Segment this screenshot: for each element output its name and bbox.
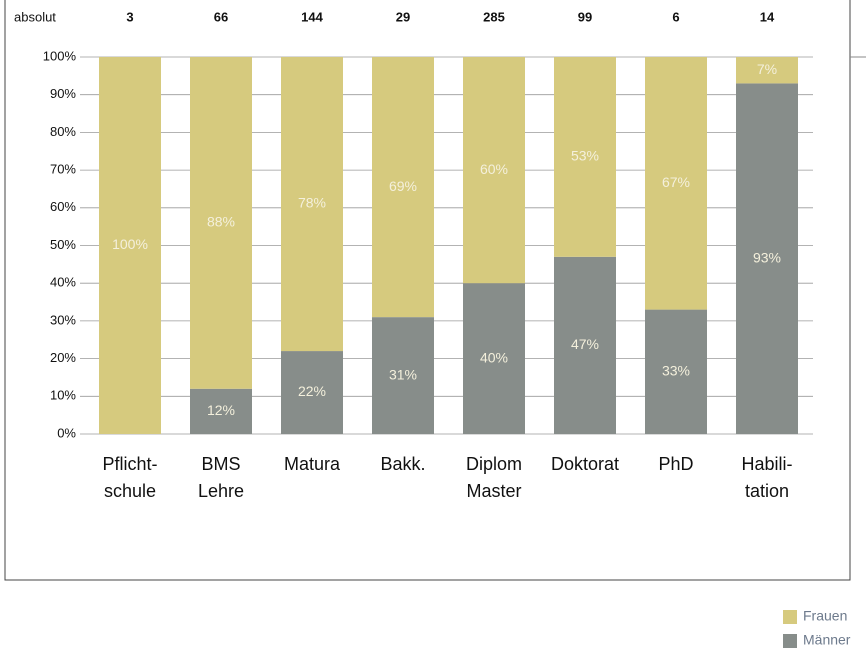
- bar-segment: [463, 283, 525, 434]
- value-label: 40%: [480, 349, 508, 365]
- bar-segment: [463, 57, 525, 284]
- x-tick-label: PhD: [658, 454, 693, 474]
- bar-segment: [736, 83, 798, 434]
- bar-segment: [554, 256, 616, 434]
- value-label: 22%: [298, 383, 326, 399]
- y-tick-label: 0%: [57, 425, 76, 440]
- bar-segment: [281, 351, 343, 434]
- x-tick-label: Habili-: [741, 454, 792, 474]
- bar-segment: [281, 57, 343, 352]
- x-tick-label: Bakk.: [380, 454, 425, 474]
- value-label: 88%: [207, 214, 235, 230]
- value-label: 47%: [571, 336, 599, 352]
- absolut-value: 285: [483, 9, 505, 24]
- absolut-value: 29: [396, 9, 410, 24]
- bar-segment: [554, 57, 616, 257]
- bar-segment: [372, 57, 434, 318]
- absolut-value: 99: [578, 9, 592, 24]
- legend-swatch: [783, 634, 797, 648]
- bar-segment: [645, 309, 707, 434]
- bar-segment: [736, 57, 798, 84]
- absolut-value: 14: [760, 9, 775, 24]
- bar-segment: [190, 388, 252, 434]
- y-tick-label: 40%: [50, 275, 76, 290]
- y-tick-label: 20%: [50, 350, 76, 365]
- absolut-value: 3: [126, 9, 133, 24]
- absolut-value: 144: [301, 9, 323, 24]
- legend-label: Frauen: [803, 608, 847, 624]
- value-label: 67%: [662, 174, 690, 190]
- absolut-label: absolut: [14, 9, 56, 24]
- absolut-value: 6: [672, 9, 679, 24]
- value-label: 31%: [389, 366, 417, 382]
- y-tick-label: 70%: [50, 162, 76, 177]
- value-label: 78%: [298, 195, 326, 211]
- y-tick-label: 60%: [50, 199, 76, 214]
- absolut-value: 66: [214, 9, 228, 24]
- value-label: 69%: [389, 178, 417, 194]
- bar-segment: [372, 317, 434, 434]
- x-tick-label: Master: [466, 481, 521, 501]
- value-label: 12%: [207, 402, 235, 418]
- bar-segment: [645, 57, 707, 310]
- y-tick-label: 80%: [50, 124, 76, 139]
- y-tick-label: 50%: [50, 237, 76, 252]
- y-tick-label: 100%: [43, 48, 77, 63]
- x-tick-label: Diplom: [466, 454, 522, 474]
- value-label: 60%: [480, 161, 508, 177]
- legend-swatch: [783, 610, 797, 624]
- value-label: 53%: [571, 148, 599, 164]
- value-label: 7%: [757, 61, 777, 77]
- value-label: 100%: [112, 236, 148, 252]
- y-tick-label: 90%: [50, 86, 76, 101]
- bar-segment: [190, 57, 252, 389]
- y-tick-label: 10%: [50, 388, 76, 403]
- value-label: 93%: [753, 249, 781, 265]
- frame: [4, 0, 851, 581]
- x-tick-label: Lehre: [198, 481, 244, 501]
- x-tick-label: schule: [104, 481, 156, 501]
- x-tick-label: tation: [745, 481, 789, 501]
- x-tick-label: Matura: [284, 454, 341, 474]
- x-tick-label: Pflicht-: [102, 454, 157, 474]
- x-tick-label: BMS: [201, 454, 240, 474]
- legend-label: Männer: [803, 632, 851, 648]
- y-tick-label: 30%: [50, 312, 76, 327]
- bar-segment: [99, 57, 161, 434]
- value-label: 33%: [662, 362, 690, 378]
- x-tick-label: Doktorat: [551, 454, 619, 474]
